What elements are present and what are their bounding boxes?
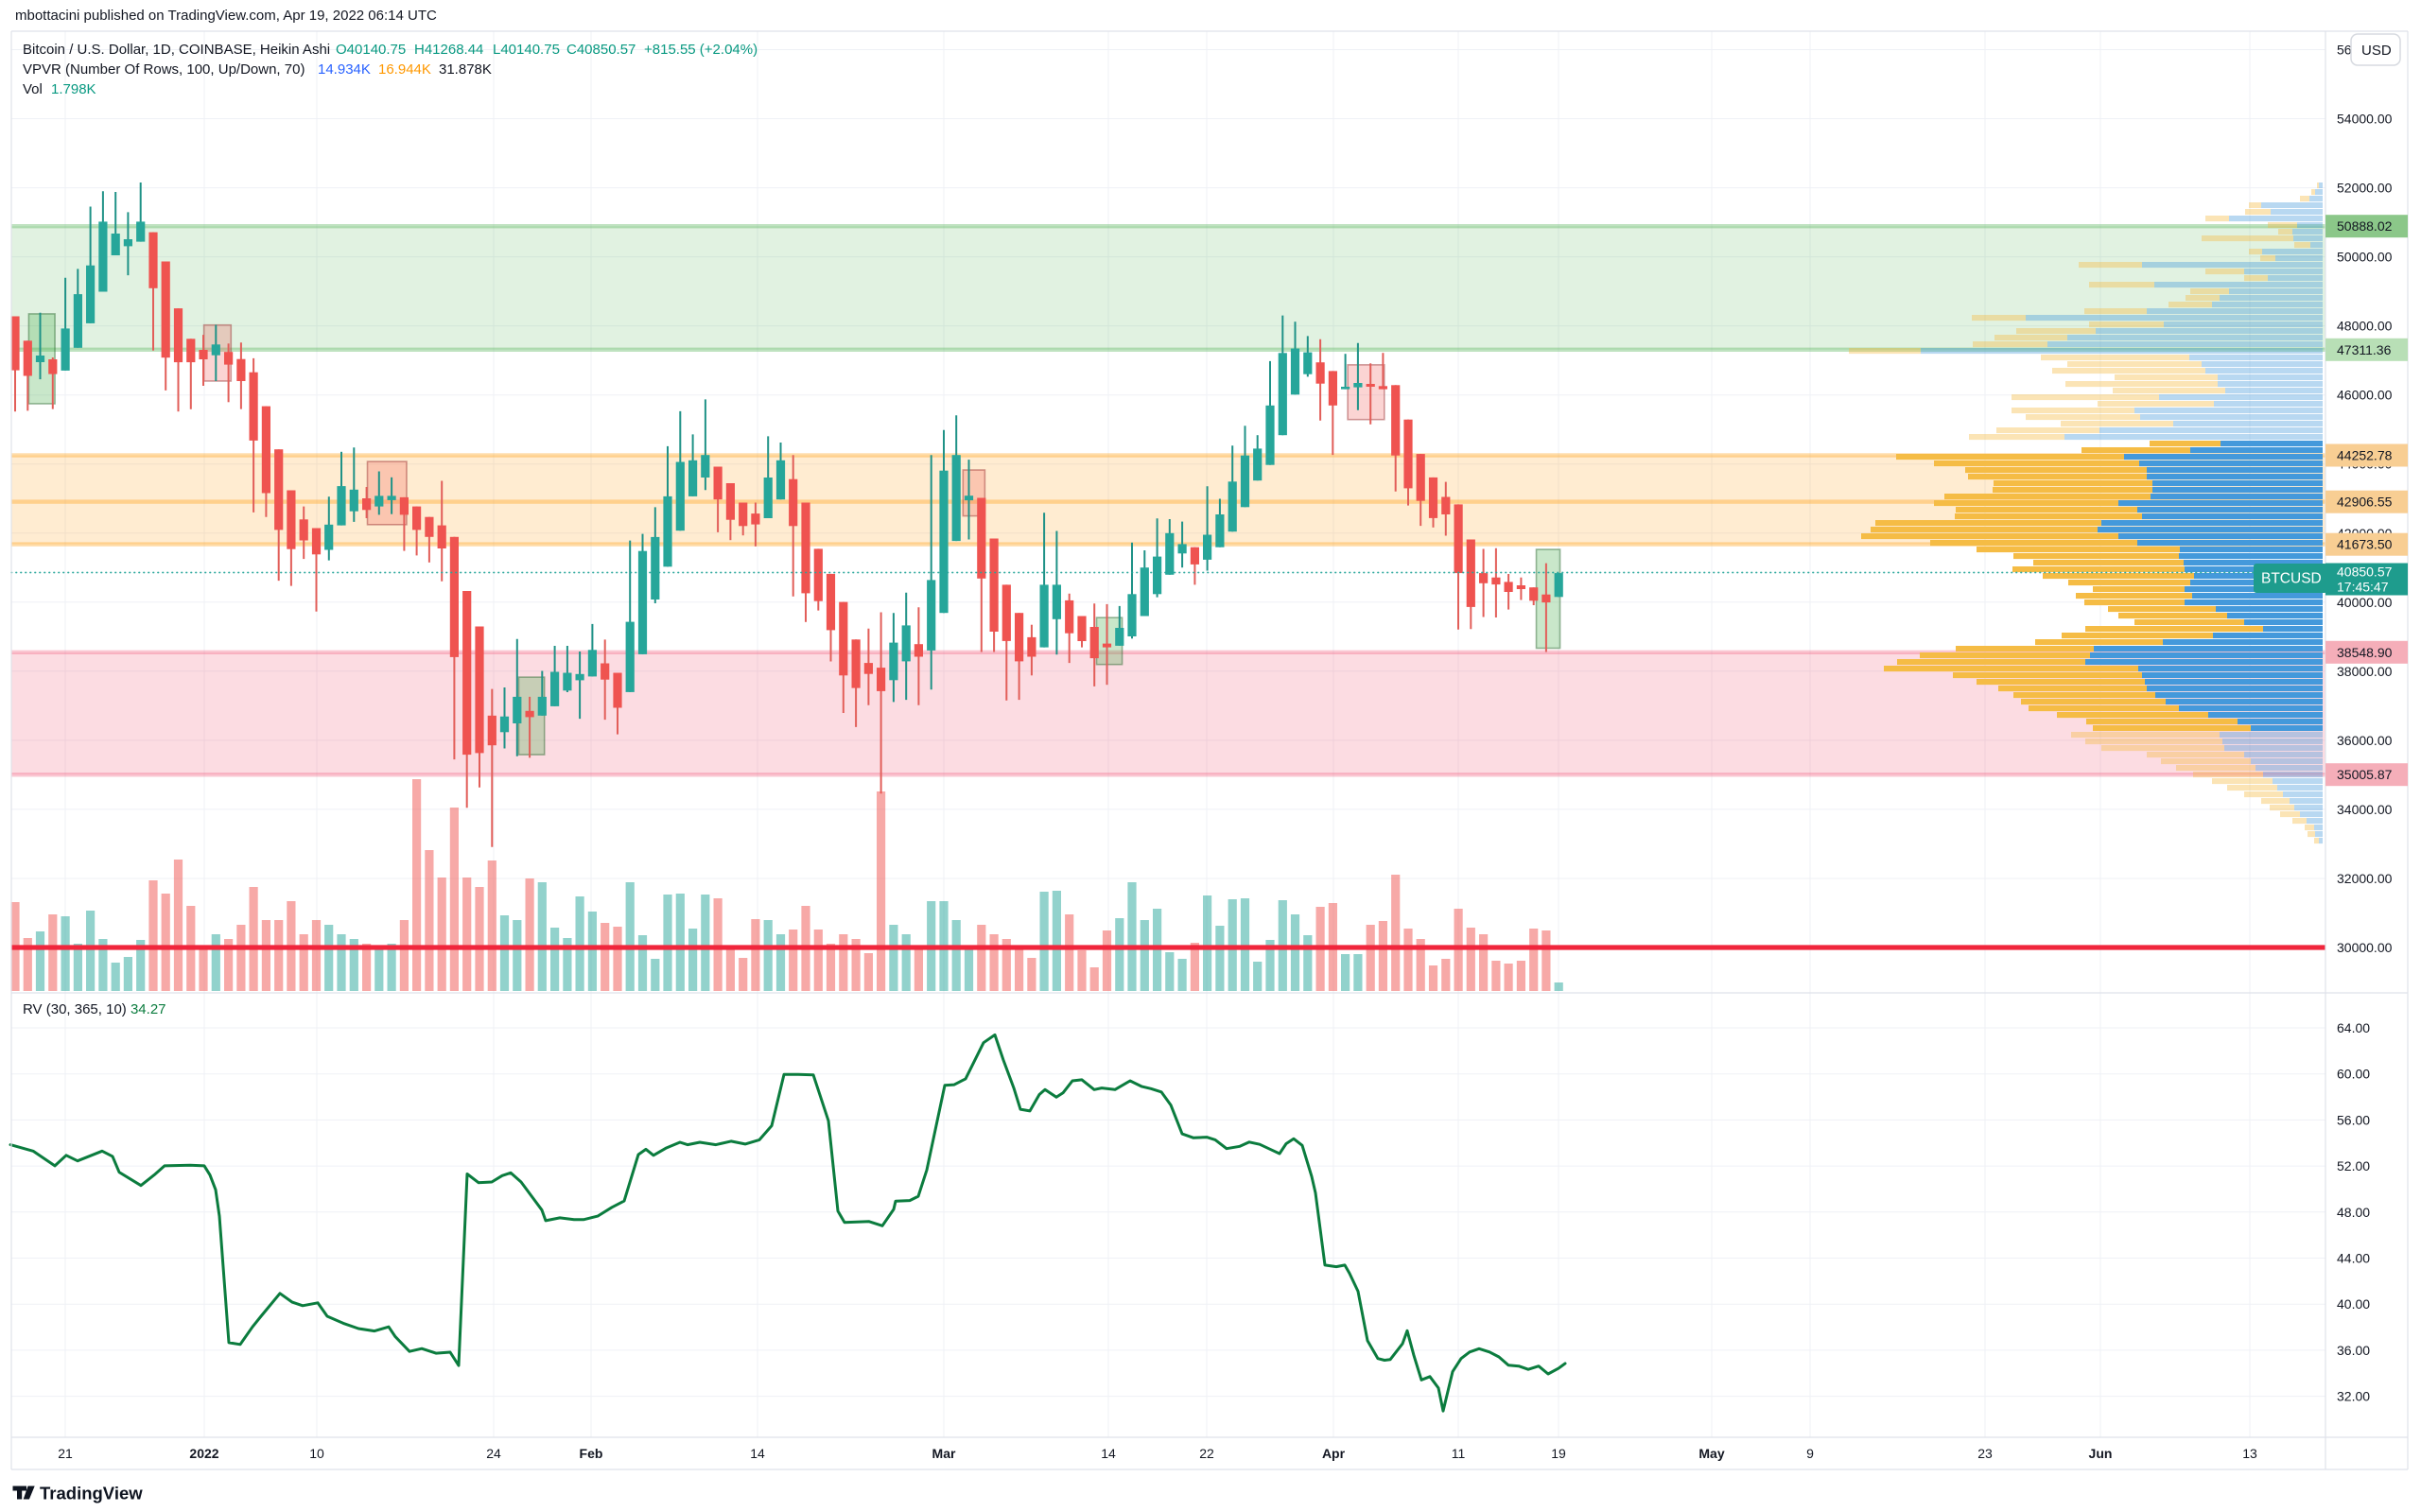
svg-text:USD: USD [2361, 43, 2392, 59]
svg-text:34000.00: 34000.00 [2337, 802, 2393, 817]
svg-text:56.00: 56.00 [2337, 1112, 2370, 1127]
svg-text:23: 23 [1977, 1446, 1993, 1461]
svg-text:32000.00: 32000.00 [2337, 871, 2393, 886]
svg-text:RV (30, 365, 10) 34.27: RV (30, 365, 10) 34.27 [23, 1001, 166, 1017]
svg-text:21: 21 [58, 1446, 73, 1461]
svg-text:36.00: 36.00 [2337, 1343, 2370, 1358]
svg-text:38000.00: 38000.00 [2337, 664, 2393, 679]
svg-text:52.00: 52.00 [2337, 1158, 2370, 1173]
svg-text:36000.00: 36000.00 [2337, 733, 2393, 748]
svg-text:44.00: 44.00 [2337, 1251, 2370, 1266]
svg-text:52000.00: 52000.00 [2337, 181, 2393, 196]
svg-text:44252.78: 44252.78 [2337, 448, 2393, 463]
svg-text:14: 14 [1101, 1446, 1116, 1461]
svg-text:9: 9 [1806, 1446, 1814, 1461]
svg-text:60.00: 60.00 [2337, 1067, 2370, 1082]
svg-text:41673.50: 41673.50 [2337, 537, 2393, 552]
svg-text:Jun: Jun [2089, 1446, 2113, 1461]
svg-text:40850.57: 40850.57 [2337, 565, 2393, 580]
svg-text:24: 24 [486, 1446, 501, 1461]
svg-text:54000.00: 54000.00 [2337, 112, 2393, 127]
svg-text:TradingView: TradingView [40, 1484, 143, 1503]
svg-text:17:45:47: 17:45:47 [2337, 580, 2389, 595]
svg-text:11: 11 [1452, 1446, 1466, 1461]
svg-text:42906.55: 42906.55 [2337, 495, 2393, 510]
svg-text:35005.87: 35005.87 [2337, 767, 2393, 782]
svg-text:38548.90: 38548.90 [2337, 645, 2393, 660]
svg-text:BTCUSD: BTCUSD [2261, 571, 2322, 587]
svg-text:Vol 1.798K: Vol 1.798K [23, 81, 96, 97]
svg-text:46000.00: 46000.00 [2337, 388, 2393, 403]
svg-text:mbottacini published on Tradin: mbottacini published on TradingView.com,… [15, 8, 437, 24]
svg-text:40000.00: 40000.00 [2337, 595, 2393, 610]
svg-text:19: 19 [1551, 1446, 1566, 1461]
svg-text:Apr: Apr [1322, 1446, 1346, 1461]
svg-text:Bitcoin / U.S. Dollar, 1D, COI: Bitcoin / U.S. Dollar, 1D, COINBASE, Hei… [23, 42, 758, 58]
svg-text:14: 14 [750, 1446, 765, 1461]
svg-text:32.00: 32.00 [2337, 1389, 2370, 1404]
svg-text:48.00: 48.00 [2337, 1205, 2370, 1220]
svg-text:48000.00: 48000.00 [2337, 319, 2393, 334]
svg-text:50888.02: 50888.02 [2337, 218, 2393, 234]
svg-text:May: May [1698, 1446, 1724, 1461]
svg-text:47311.36: 47311.36 [2337, 342, 2392, 357]
svg-text:40.00: 40.00 [2337, 1296, 2370, 1312]
svg-text:Feb: Feb [580, 1446, 603, 1461]
svg-text:30000.00: 30000.00 [2337, 940, 2393, 955]
svg-text:VPVR (Number Of Rows, 100, Up/: VPVR (Number Of Rows, 100, Up/Down, 70) 1… [23, 61, 492, 78]
svg-text:22: 22 [1199, 1446, 1214, 1461]
svg-text:64.00: 64.00 [2337, 1020, 2370, 1035]
svg-text:2022: 2022 [189, 1446, 218, 1461]
svg-text:Mar: Mar [932, 1446, 956, 1461]
svg-text:10: 10 [309, 1446, 324, 1461]
svg-text:13: 13 [2242, 1446, 2257, 1461]
svg-text:50000.00: 50000.00 [2337, 250, 2393, 265]
